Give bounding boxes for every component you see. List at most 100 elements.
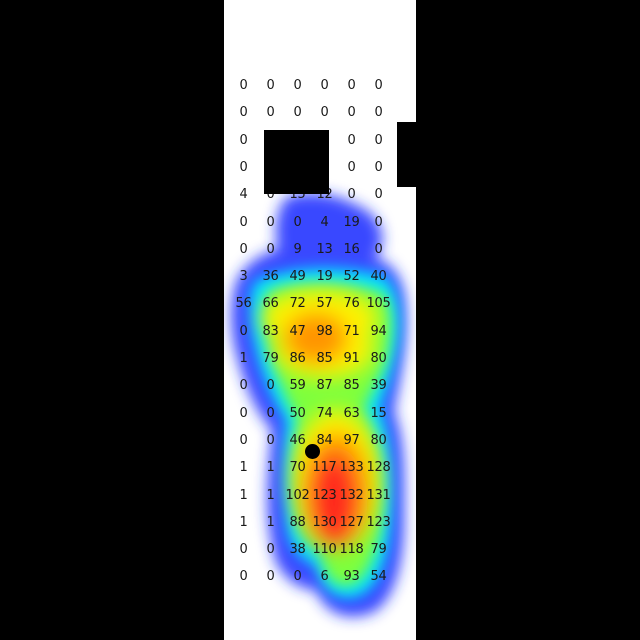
pressure-value-cell: 16: [343, 241, 360, 257]
pressure-value-cell: 46: [289, 432, 306, 448]
pressure-value-cell: 0: [266, 432, 275, 448]
pressure-value-cell: 127: [339, 514, 364, 530]
pressure-value-grid: 0 0 0 0 0 0 0 0 0 0 0 0 0 0 0 0 0 0 4 0 15 12 0 0 0 0 0 4 19 0 0 0 9 13 16…: [224, 0, 416, 640]
pressure-value-cell: 0: [239, 159, 248, 175]
pressure-value-cell: 86: [289, 351, 306, 366]
pressure-value-cell: 83: [262, 323, 279, 339]
pressure-value-cell: 0: [266, 187, 275, 203]
pressure-value-cell: 39: [370, 378, 387, 394]
pressure-value-cell: 88: [289, 514, 306, 530]
pressure-value-cell: 52: [343, 269, 360, 285]
pressure-value-cell: 0: [374, 132, 383, 148]
heat-layer-heel: [292, 410, 380, 550]
pressure-value-cell: 47: [289, 323, 306, 339]
pressure-value-cell: 0: [374, 214, 383, 230]
pressure-value-cell: 84: [316, 432, 333, 448]
pressure-value-cell: 70: [289, 460, 306, 476]
pressure-value-cell: 3: [239, 269, 248, 285]
pressure-value-cell: 76: [343, 296, 360, 312]
pressure-value-cell: 0: [239, 432, 248, 448]
pressure-value-cell: 74: [316, 405, 333, 421]
pressure-heatmap: [231, 193, 407, 617]
pressure-value-cell: 1: [266, 460, 275, 476]
pressure-value-cell: 0: [239, 241, 248, 257]
pressure-value-cell: 130: [312, 514, 337, 530]
pressure-value-cell: 0: [347, 187, 356, 203]
pressure-value-cell: 0: [347, 132, 356, 148]
pressure-value-cell: 117: [312, 460, 337, 476]
pressure-value-cell: 1: [239, 487, 248, 503]
pressure-value-cell: 40: [370, 269, 387, 285]
pressure-value-cell: 105: [366, 296, 391, 312]
pressure-value-cell: 85: [343, 378, 360, 394]
pressure-value-cell: 1: [239, 514, 248, 530]
pressure-value-cell: 72: [289, 296, 306, 312]
pressure-value-cell: 91: [343, 351, 360, 366]
pressure-value-cell: 93: [343, 569, 360, 585]
pressure-value-cell: 123: [366, 514, 391, 530]
pressure-value-cell: 13: [316, 241, 333, 257]
pressure-value-cell: 1: [266, 514, 275, 530]
pressure-value-cell: 87: [316, 378, 333, 394]
pressure-value-cell: 0: [266, 542, 275, 558]
pressure-value-cell: 4: [320, 214, 329, 230]
pressure-value-cell: 0: [239, 378, 248, 394]
pressure-value-cell: 4: [239, 187, 248, 203]
pressure-value-cell: 0: [266, 405, 275, 421]
pressure-value-cell: 133: [339, 460, 364, 476]
pressure-value-cell: 0: [374, 241, 383, 257]
pressure-value-cell: 71: [343, 323, 360, 339]
pressure-value-cell: 0: [266, 569, 275, 585]
pressure-value-cell: 131: [366, 487, 391, 503]
pressure-value-cell: 1: [239, 351, 248, 366]
pressure-value-cell: 0: [239, 569, 248, 585]
pressure-value-cell: 94: [370, 323, 387, 339]
pressure-value-cell: 0: [239, 78, 248, 93]
pressure-value-cell: 54: [370, 569, 387, 585]
pressure-value-cell: 102: [285, 487, 310, 503]
pressure-value-cell: 132: [339, 487, 364, 503]
pressure-value-cell: 0: [239, 542, 248, 558]
pressure-value-cell: 0: [293, 214, 302, 230]
pressure-value-cell: 0: [320, 105, 329, 121]
redaction-box: [397, 122, 416, 187]
pressure-value-cell: 0: [374, 187, 383, 203]
pressure-value-cell: 79: [370, 542, 387, 558]
pressure-value-cell: 79: [262, 351, 279, 366]
pressure-value-cell: 56: [235, 296, 252, 312]
redaction-box: [264, 130, 329, 194]
pressure-value-cell: 110: [312, 542, 337, 558]
pressure-value-cell: 80: [370, 432, 387, 448]
pressure-value-cell: 63: [343, 405, 360, 421]
pressure-value-cell: 38: [289, 542, 306, 558]
pressure-value-cell: 0: [266, 78, 275, 93]
pressure-value-cell: 57: [316, 296, 333, 312]
pressure-value-cell: 0: [266, 214, 275, 230]
pressure-value-cell: 0: [266, 241, 275, 257]
pressure-value-cell: 0: [347, 105, 356, 121]
pressure-value-cell: 85: [316, 351, 333, 366]
pressure-value-cell: 97: [343, 432, 360, 448]
pressure-value-cell: 0: [239, 214, 248, 230]
pressure-value-cell: 0: [266, 105, 275, 121]
pressure-value-cell: 118: [339, 542, 364, 558]
pressure-value-cell: 0: [293, 78, 302, 93]
pressure-value-cell: 0: [320, 78, 329, 93]
pressure-value-cell: 1: [239, 460, 248, 476]
pressure-value-cell: 1: [266, 487, 275, 503]
pressure-value-cell: 19: [316, 269, 333, 285]
pressure-value-cell: 66: [262, 296, 279, 312]
heat-layer-forefoot: [262, 290, 378, 378]
pressure-value-cell: 0: [293, 569, 302, 585]
pressure-value-cell: 50: [289, 405, 306, 421]
pressure-value-cell: 0: [374, 78, 383, 93]
pressure-value-cell: 19: [343, 214, 360, 230]
pressure-panel: 0 0 0 0 0 0 0 0 0 0 0 0 0 0 0 0 0 0 4 0 15 12 0 0 0 0 0 4 19 0 0 0 9 13 16…: [224, 0, 416, 640]
pressure-value-cell: 15: [370, 405, 387, 421]
pressure-value-cell: 0: [293, 105, 302, 121]
pressure-value-cell: 0: [266, 378, 275, 394]
pressure-value-cell: 123: [312, 487, 337, 503]
pressure-value-cell: 9: [293, 241, 302, 257]
pressure-value-cell: 49: [289, 269, 306, 285]
pressure-value-cell: 0: [239, 323, 248, 339]
